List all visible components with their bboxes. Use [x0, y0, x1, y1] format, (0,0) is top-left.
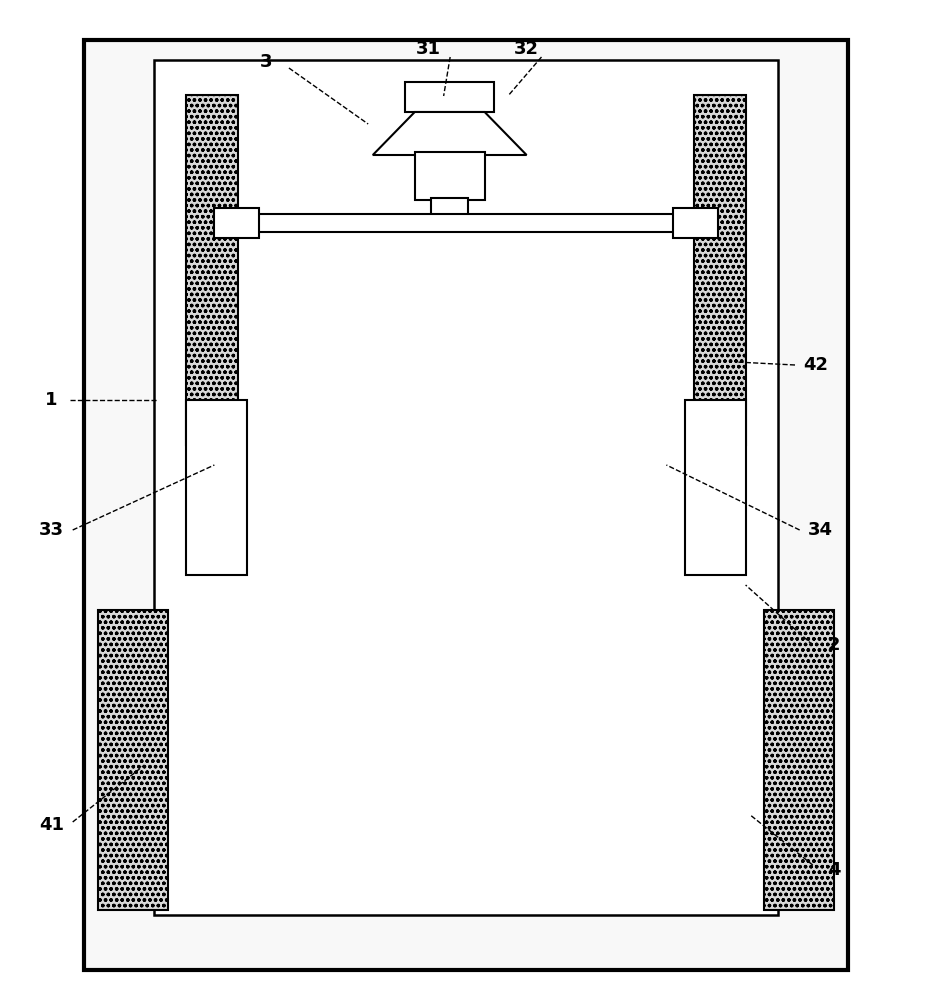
Text: 1: 1 [45, 391, 58, 409]
Bar [764, 610, 834, 910]
Bar [214, 214, 680, 232]
Bar [98, 610, 168, 910]
Bar [84, 40, 848, 970]
Text: 32: 32 [514, 40, 539, 58]
Bar [214, 208, 259, 238]
Bar [694, 95, 746, 445]
Text: 34: 34 [808, 521, 832, 539]
Bar [685, 400, 746, 575]
Polygon shape [373, 112, 527, 155]
Bar [405, 82, 494, 112]
Bar [431, 198, 468, 222]
Text: 41: 41 [39, 816, 63, 834]
Bar [154, 60, 778, 915]
Bar [186, 95, 238, 445]
Text: 31: 31 [417, 40, 441, 58]
Text: 4: 4 [828, 861, 841, 879]
Text: 33: 33 [39, 521, 63, 539]
Bar [673, 208, 718, 238]
Text: 3: 3 [259, 53, 272, 71]
Text: 2: 2 [828, 636, 841, 654]
Bar [186, 400, 247, 575]
Bar [415, 152, 485, 200]
Text: 42: 42 [803, 356, 828, 374]
